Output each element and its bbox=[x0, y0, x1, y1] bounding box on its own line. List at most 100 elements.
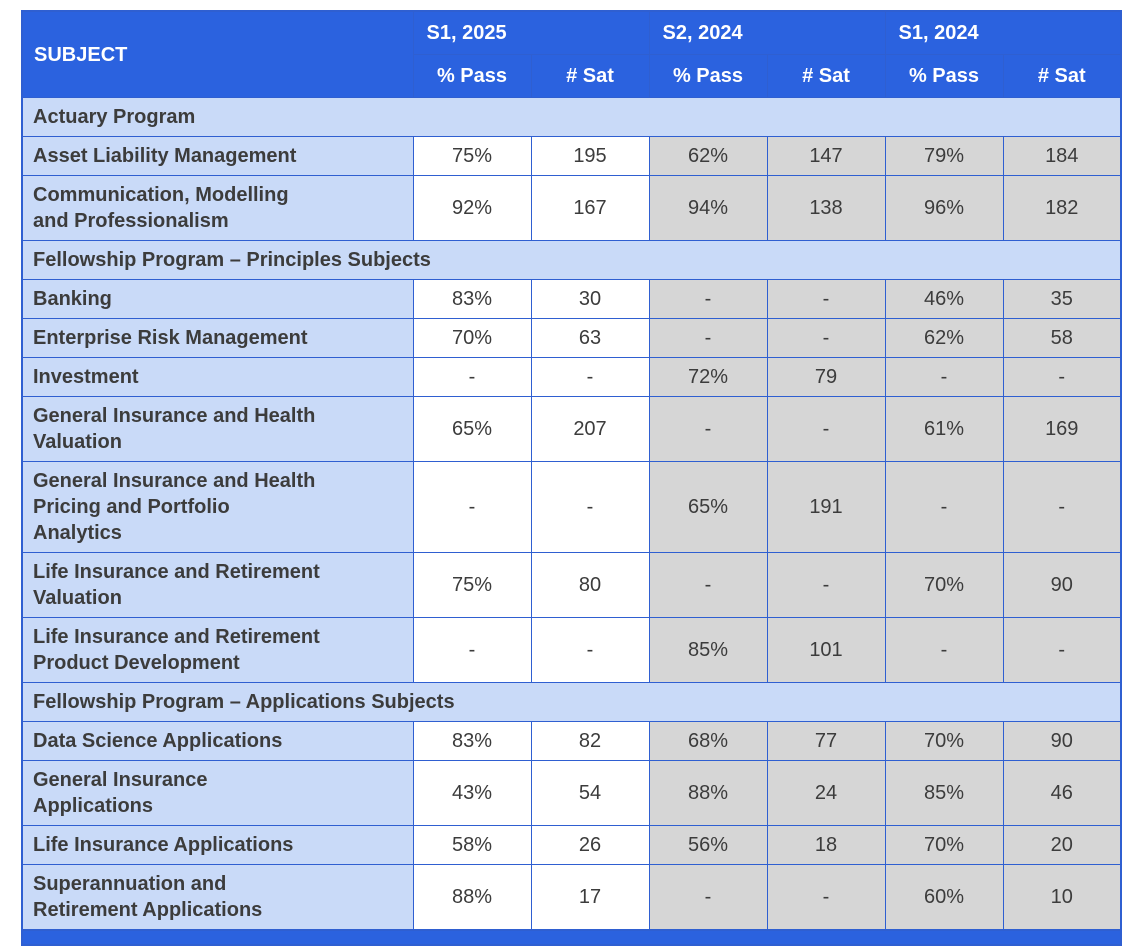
pass-rate-cell: 46% bbox=[884, 279, 1004, 319]
pass-rate-cell: - bbox=[884, 617, 1004, 683]
pass-rate-cell: 58% bbox=[412, 825, 532, 865]
sat-count-cell: 184 bbox=[1002, 136, 1122, 176]
exam-results-table: SUBJECT S1, 2025 S2, 2024 S1, 2024 % Pas… bbox=[21, 10, 1122, 931]
table-header: SUBJECT S1, 2025 S2, 2024 S1, 2024 % Pas… bbox=[21, 10, 1122, 98]
table-row: Life Insurance and Retirement Product De… bbox=[21, 617, 1122, 683]
subject-cell: Communication, Modelling and Professiona… bbox=[21, 175, 414, 241]
sat-count-cell: 191 bbox=[766, 461, 886, 553]
pass-rate-cell: 60% bbox=[884, 864, 1004, 931]
sat-count-cell: 58 bbox=[1002, 318, 1122, 358]
subject-cell: Life Insurance and Retirement Product De… bbox=[21, 617, 414, 683]
subject-cell: General Insurance Applications bbox=[21, 760, 414, 826]
pass-rate-cell: - bbox=[648, 396, 768, 462]
table-row: Life Insurance Applications 58% 26 56% 18 70%… bbox=[21, 825, 1122, 865]
pass-rate-cell: 92% bbox=[412, 175, 532, 241]
pass-rate-cell: 56% bbox=[648, 825, 768, 865]
pass-rate-cell: 70% bbox=[884, 721, 1004, 761]
sat-column-header: # Sat bbox=[766, 54, 886, 98]
sat-count-cell: 18 bbox=[766, 825, 886, 865]
sat-count-cell: 167 bbox=[530, 175, 650, 241]
sat-count-cell: 20 bbox=[1002, 825, 1122, 865]
table-row: Superannuation and Retirement Applicatio… bbox=[21, 864, 1122, 931]
subject-column-header: SUBJECT bbox=[21, 10, 414, 98]
section-header-row: Fellowship Program – Principles Subjects bbox=[21, 240, 1122, 280]
pass-rate-cell: 68% bbox=[648, 721, 768, 761]
sat-count-cell: 54 bbox=[530, 760, 650, 826]
pass-rate-cell: 83% bbox=[412, 721, 532, 761]
pass-rate-cell: 70% bbox=[884, 552, 1004, 618]
pass-rate-cell: 88% bbox=[648, 760, 768, 826]
sat-count-cell: - bbox=[530, 461, 650, 553]
pass-rate-cell: - bbox=[412, 617, 532, 683]
pass-rate-cell: 94% bbox=[648, 175, 768, 241]
table-row: General Insurance Applications 43% 54 88% 24… bbox=[21, 760, 1122, 826]
sat-count-cell: 77 bbox=[766, 721, 886, 761]
table-row: Data Science Applications 83% 82 68% 77 70% 90 bbox=[21, 721, 1122, 761]
subject-cell: General Insurance and Health Pricing and… bbox=[21, 461, 414, 553]
sat-count-cell: 90 bbox=[1002, 721, 1122, 761]
sat-count-cell: - bbox=[1002, 461, 1122, 553]
pass-rate-cell: 75% bbox=[412, 552, 532, 618]
sat-count-cell: 17 bbox=[530, 864, 650, 931]
pass-rate-cell: 96% bbox=[884, 175, 1004, 241]
pass-rate-cell: - bbox=[648, 318, 768, 358]
subject-cell: General Insurance and Health Valuation bbox=[21, 396, 414, 462]
subject-cell: Life Insurance and Retirement Valuation bbox=[21, 552, 414, 618]
table-row: General Insurance and Health Valuation 65… bbox=[21, 396, 1122, 462]
pass-column-header: % Pass bbox=[648, 54, 768, 98]
sat-count-cell: 63 bbox=[530, 318, 650, 358]
sat-count-cell: 207 bbox=[530, 396, 650, 462]
sat-count-cell: 82 bbox=[530, 721, 650, 761]
table-row: Enterprise Risk Management 70% 63- -62% 58 bbox=[21, 318, 1122, 358]
sat-count-cell: - bbox=[766, 279, 886, 319]
sat-count-cell: 147 bbox=[766, 136, 886, 176]
pass-rate-cell: 79% bbox=[884, 136, 1004, 176]
pass-rate-cell: - bbox=[648, 864, 768, 931]
pass-rate-cell: - bbox=[412, 357, 532, 397]
subject-cell: Asset Liability Management bbox=[21, 136, 414, 176]
period-header-s2-2024: S2, 2024 bbox=[648, 10, 886, 55]
pass-rate-cell: 88% bbox=[412, 864, 532, 931]
sat-count-cell: 10 bbox=[1002, 864, 1122, 931]
sat-count-cell: 24 bbox=[766, 760, 886, 826]
pass-rate-cell: 62% bbox=[648, 136, 768, 176]
table-row: Banking 83% 30- -46% 35 bbox=[21, 279, 1122, 319]
subject-cell: Banking bbox=[21, 279, 414, 319]
pass-column-header: % Pass bbox=[412, 54, 532, 98]
table-row: Asset Liability Management 75% 195 62% 147 79… bbox=[21, 136, 1122, 176]
period-header-s1-2024: S1, 2024 bbox=[884, 10, 1122, 55]
header-measure-row: % Pass # Sat % Pass # Sat % Pass # Sat bbox=[22, 54, 1122, 98]
pass-rate-cell: - bbox=[648, 552, 768, 618]
sat-column-header: # Sat bbox=[530, 54, 650, 98]
pass-rate-cell: 43% bbox=[412, 760, 532, 826]
results-table-body: Actuary Program Asset Liability Managemen… bbox=[21, 97, 1122, 931]
pass-rate-cell: - bbox=[412, 461, 532, 553]
sat-count-cell: 182 bbox=[1002, 175, 1122, 241]
sat-count-cell: - bbox=[1002, 617, 1122, 683]
subject-cell: Life Insurance Applications bbox=[21, 825, 414, 865]
sat-count-cell: - bbox=[530, 617, 650, 683]
sat-count-cell: 195 bbox=[530, 136, 650, 176]
exam-results-table-container: SUBJECT S1, 2025 S2, 2024 S1, 2024 % Pas… bbox=[21, 10, 1122, 946]
pass-rate-cell: - bbox=[884, 461, 1004, 553]
subject-cell: Superannuation and Retirement Applicatio… bbox=[21, 864, 414, 931]
subject-cell: Data Science Applications bbox=[21, 721, 414, 761]
sat-column-header: # Sat bbox=[1002, 54, 1122, 98]
pass-rate-cell: 70% bbox=[412, 318, 532, 358]
sat-count-cell: 79 bbox=[766, 357, 886, 397]
header-period-row: SUBJECT S1, 2025 S2, 2024 S1, 2024 bbox=[21, 10, 1122, 98]
table-row: Investment - -72% 79- - bbox=[21, 357, 1122, 397]
sat-count-cell: - bbox=[530, 357, 650, 397]
pass-rate-cell: - bbox=[648, 279, 768, 319]
sat-count-cell: - bbox=[766, 864, 886, 931]
pass-rate-cell: 65% bbox=[412, 396, 532, 462]
pass-rate-cell: 72% bbox=[648, 357, 768, 397]
sat-count-cell: 138 bbox=[766, 175, 886, 241]
subject-cell: Investment bbox=[21, 357, 414, 397]
table-row: Life Insurance and Retirement Valuation 7… bbox=[21, 552, 1122, 618]
section-header-row: Actuary Program bbox=[21, 97, 1122, 137]
sat-count-cell: - bbox=[1002, 357, 1122, 397]
pass-rate-cell: 61% bbox=[884, 396, 1004, 462]
sat-count-cell: 26 bbox=[530, 825, 650, 865]
pass-rate-cell: 85% bbox=[648, 617, 768, 683]
